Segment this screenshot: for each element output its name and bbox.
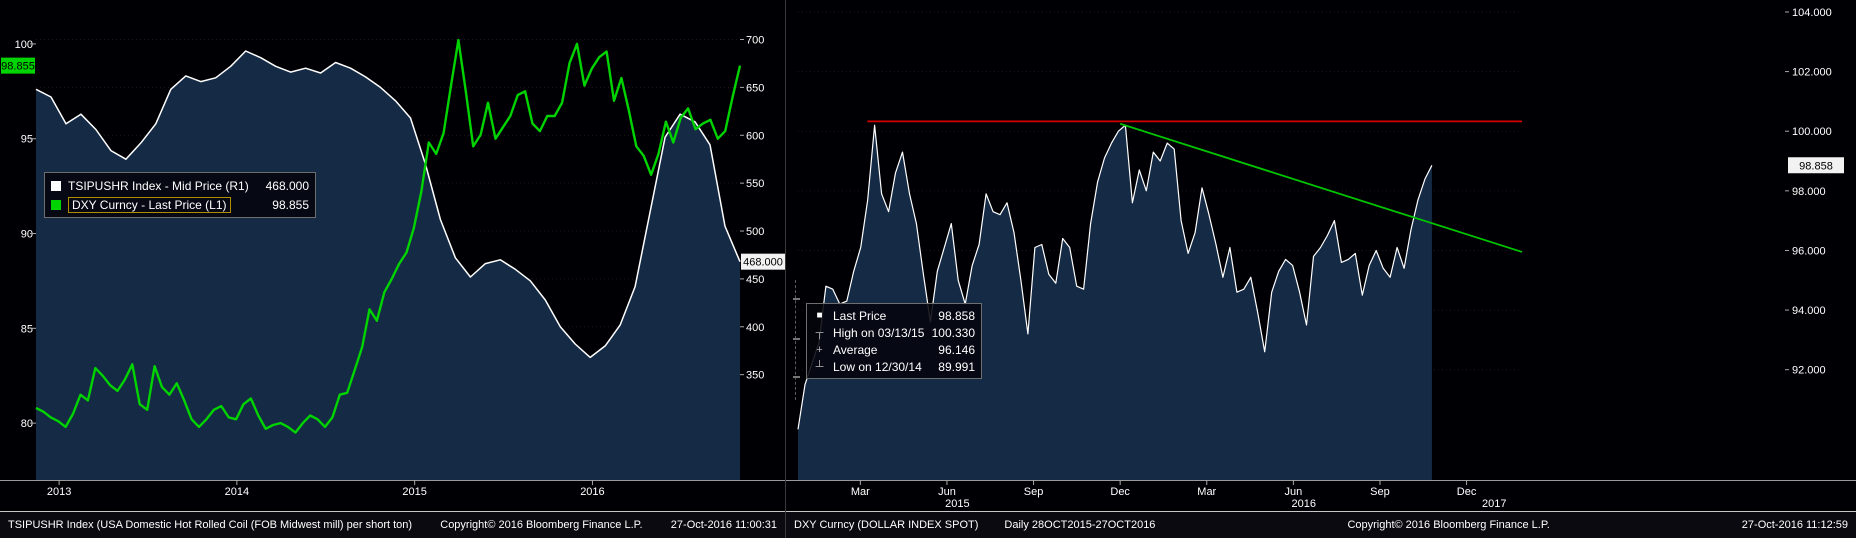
timestamp: 27-Oct-2016 11:12:59 (1741, 519, 1848, 531)
svg-text:550: 550 (746, 178, 764, 190)
svg-text:90: 90 (21, 229, 33, 241)
svg-text:80: 80 (21, 418, 33, 430)
svg-text:96.000: 96.000 (1792, 245, 1826, 257)
svg-text:92.000: 92.000 (1792, 365, 1826, 377)
svg-text:102.000: 102.000 (1792, 67, 1832, 79)
low-marker-icon: ┴ (815, 360, 824, 373)
svg-text:2017: 2017 (1482, 498, 1506, 510)
left-chart-footer: TSIPUSHR Index (USA Domestic Hot Rolled … (0, 511, 785, 538)
timestamp: 27-Oct-2016 11:00:31 (670, 519, 777, 531)
svg-text:100: 100 (15, 39, 33, 51)
svg-text:400: 400 (746, 322, 764, 334)
svg-text:104.000: 104.000 (1792, 7, 1832, 19)
svg-text:100.000: 100.000 (1792, 126, 1832, 138)
series-label: TSIPUSHR Index - Mid Price (R1) (68, 178, 249, 193)
svg-text:2015: 2015 (945, 498, 969, 510)
legend-item-high[interactable]: ┬ High on 03/13/15 100.330 (813, 324, 975, 341)
copyright-text: Copyright© 2016 Bloomberg Finance L.P. (1347, 519, 1550, 531)
stat-value: 100.330 (931, 325, 975, 340)
stat-label: Average (833, 342, 878, 357)
svg-text:98.858: 98.858 (1799, 160, 1833, 172)
svg-text:Dec: Dec (1457, 486, 1477, 498)
svg-text:Dec: Dec (1110, 486, 1130, 498)
pan-zoom-handle[interactable] (793, 280, 803, 400)
series-value: 468.000 (265, 178, 309, 193)
right-chart-canvas[interactable]: 104.000 102.000 100.000 98.000 96.000 94.000 9… (786, 0, 1856, 510)
instrument-description: TSIPUSHR Index (USA Domestic Hot Rolled … (8, 519, 413, 531)
right-chart-panel: 104.000 102.000 100.000 98.000 96.000 94.000 9… (786, 0, 1856, 538)
svg-text:Sep: Sep (1370, 486, 1390, 498)
svg-text:95: 95 (21, 134, 33, 146)
series-label-selected: DXY Curncy - Last Price (L1) (68, 196, 231, 213)
legend-item-last-price[interactable]: ■ Last Price 98.858 (813, 307, 975, 324)
svg-text:350: 350 (746, 370, 764, 382)
stat-value: 89.991 (938, 359, 975, 374)
svg-text:Jun: Jun (938, 486, 956, 498)
svg-text:Mar: Mar (851, 486, 870, 498)
svg-text:700: 700 (746, 35, 764, 47)
left-chart-canvas[interactable]: 100 95 90 85 80 700 650 600 550 500 450 400 350 2013 2… (0, 0, 785, 510)
svg-text:468.000: 468.000 (743, 257, 783, 269)
stat-label: High on 03/13/15 (833, 325, 925, 340)
stat-label: Low on 12/30/14 (833, 359, 922, 374)
svg-text:2013: 2013 (47, 486, 71, 498)
svg-text:2015: 2015 (402, 486, 426, 498)
legend-item-dxy[interactable]: DXY Curncy - Last Price (L1) 98.855 (51, 195, 309, 214)
svg-text:2016: 2016 (580, 486, 604, 498)
square-marker-icon: ■ (816, 310, 823, 321)
left-chart-panel: 100 95 90 85 80 700 650 600 550 500 450 400 350 2013 2… (0, 0, 786, 538)
average-marker-icon: + (816, 343, 823, 356)
svg-text:Sep: Sep (1024, 486, 1044, 498)
svg-text:2016: 2016 (1292, 498, 1316, 510)
period-description: Daily 28OCT2015-27OCT2016 (1004, 519, 1156, 531)
high-marker-icon: ┬ (815, 326, 824, 339)
svg-text:94.000: 94.000 (1792, 305, 1826, 317)
stat-label: Last Price (833, 308, 887, 323)
right-chart-legend: ■ Last Price 98.858 ┬ High on 03/13/15 1… (806, 303, 982, 379)
svg-text:98.000: 98.000 (1792, 186, 1826, 198)
series-value: 98.855 (272, 197, 309, 212)
svg-text:650: 650 (746, 82, 764, 94)
series-swatch-green (51, 199, 61, 210)
svg-text:2014: 2014 (225, 486, 249, 498)
right-chart-footer: DXY Curncy (DOLLAR INDEX SPOT) Daily 28O… (786, 511, 1856, 538)
svg-text:500: 500 (746, 226, 764, 238)
legend-item-low[interactable]: ┴ Low on 12/30/14 89.991 (813, 358, 975, 375)
svg-text:600: 600 (746, 130, 764, 142)
svg-text:85: 85 (21, 323, 33, 335)
stat-value: 98.858 (938, 308, 975, 323)
series-swatch-white (51, 180, 61, 191)
svg-text:98.855: 98.855 (1, 61, 35, 73)
svg-text:Mar: Mar (1197, 486, 1216, 498)
instrument-description: DXY Curncy (DOLLAR INDEX SPOT) (794, 519, 979, 531)
legend-item-tsipushr[interactable]: TSIPUSHR Index - Mid Price (R1) 468.000 (51, 176, 309, 195)
stat-value: 96.146 (938, 342, 975, 357)
svg-text:Jun: Jun (1284, 486, 1302, 498)
left-chart-legend: TSIPUSHR Index - Mid Price (R1) 468.000 … (44, 172, 316, 218)
legend-item-average[interactable]: + Average 96.146 (813, 341, 975, 358)
copyright-text: Copyright© 2016 Bloomberg Finance L.P. (440, 519, 643, 531)
svg-text:450: 450 (746, 274, 764, 286)
